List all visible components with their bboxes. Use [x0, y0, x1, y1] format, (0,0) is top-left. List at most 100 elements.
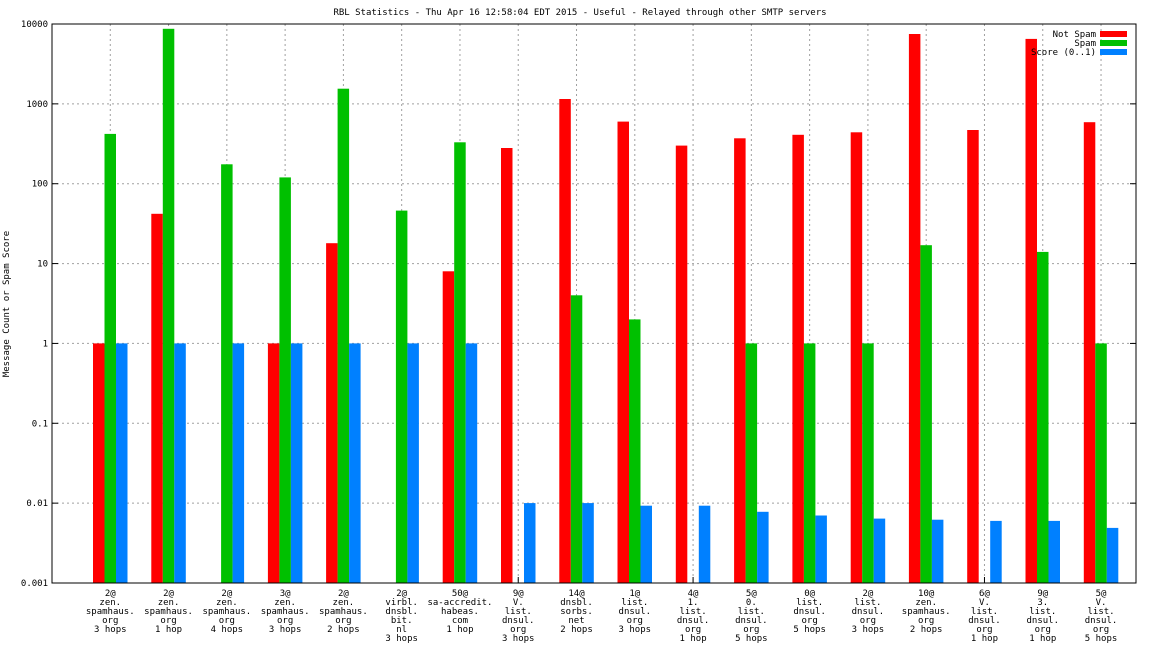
plot-frame: [51, 23, 1137, 584]
x-tick-label: 3@: [280, 589, 291, 599]
bar-not-spam: [792, 134, 804, 584]
x-tick-label: zen.: [915, 598, 937, 608]
x-tick-label: virbl.: [385, 598, 418, 608]
x-tick-label: 50@: [452, 589, 469, 599]
x-tick-label: dnsul.: [968, 616, 1001, 626]
bar-not-spam: [617, 121, 629, 583]
x-tick-label: dnsul.: [1026, 616, 1059, 626]
bar-spam: [395, 210, 408, 583]
x-tick-label: 3.: [1037, 598, 1048, 608]
bar-score-0-1: [524, 503, 536, 583]
x-tick-label: 2@: [105, 589, 116, 599]
x-tick-label: com: [452, 616, 468, 626]
y-tick-label: 0.01: [26, 499, 48, 509]
x-tick-label: spamhaus.: [202, 607, 251, 617]
y-tick-label: 1: [43, 339, 48, 349]
x-tick-label: list.: [854, 598, 881, 608]
x-tick-label: 14@: [568, 589, 585, 599]
x-tick-label: 3 hops: [852, 625, 885, 635]
bar-spam: [162, 28, 175, 584]
x-tick-label: org: [219, 616, 235, 626]
bar-not-spam: [908, 34, 921, 583]
x-tick-label: 2@: [163, 589, 174, 599]
bar-spam: [862, 343, 874, 583]
x-tick-label: org: [685, 625, 701, 635]
x-tick-label: 0@: [804, 589, 815, 599]
bar-score-0-1: [407, 343, 419, 583]
bar-spam: [1037, 251, 1049, 583]
x-tick-label: dnsul.: [793, 607, 826, 617]
bar-score-0-1: [290, 343, 303, 583]
x-tick-label: 2 hops: [327, 625, 360, 635]
x-tick-label: org: [510, 625, 526, 635]
bar-score-0-1: [990, 520, 1002, 583]
x-tick-label: net: [568, 616, 584, 626]
x-tick-label: 10@: [918, 589, 935, 599]
x-tick-label: org: [335, 616, 351, 626]
bar-not-spam: [1025, 38, 1037, 583]
x-tick-label: 2 hops: [910, 625, 943, 635]
x-tick-label: 1 hop: [971, 634, 998, 644]
x-tick-label: org: [277, 616, 293, 626]
x-tick-label: dnsbl.: [385, 607, 418, 617]
x-tick-label: dnsul.: [619, 607, 652, 617]
x-tick-label: nl: [396, 625, 407, 635]
x-tick-label: 4@: [688, 589, 699, 599]
bar-spam: [1095, 343, 1107, 583]
x-tick-label: org: [627, 616, 643, 626]
bar-spam: [279, 177, 291, 583]
x-tick-label: list.: [680, 607, 707, 617]
bar-not-spam: [501, 148, 513, 583]
x-tick-label: list.: [1029, 607, 1056, 617]
bar-not-spam: [93, 343, 105, 583]
x-tick-label: dnsul.: [502, 616, 535, 626]
x-tick-label: 1 hop: [155, 625, 182, 635]
bar-not-spam: [442, 271, 455, 583]
x-tick-label: list.: [738, 607, 765, 617]
bar-score-0-1: [873, 518, 886, 583]
bar-score-0-1: [931, 519, 944, 583]
bar-spam: [337, 88, 350, 583]
bar-spam: [745, 343, 758, 583]
bar-score-0-1: [116, 343, 128, 583]
x-tick-label: org: [1093, 625, 1109, 635]
x-tick-label: org: [802, 616, 818, 626]
bar-score-0-1: [582, 503, 594, 583]
chart-title: RBL Statistics - Thu Apr 16 12:58:04 EDT…: [333, 8, 826, 18]
x-tick-label: org: [743, 625, 759, 635]
x-tick-label: spamhaus.: [261, 607, 310, 617]
x-tick-label: zen.: [216, 598, 238, 608]
bar-score-0-1: [465, 343, 478, 583]
x-tick-label: org: [918, 616, 934, 626]
legend-label: Not Spam: [1053, 30, 1096, 40]
x-tick-label: zen.: [274, 598, 296, 608]
x-tick-label: 5 hops: [735, 634, 768, 644]
x-tick-label: dnsul.: [852, 607, 885, 617]
y-tick-label: 0.001: [21, 579, 48, 589]
y-tick-label: 10: [37, 260, 48, 270]
x-tick-label: sa-accredit.: [427, 598, 492, 608]
x-tick-label: 0.: [746, 598, 757, 608]
legend-swatch: [1100, 40, 1127, 46]
bar-spam: [570, 295, 583, 583]
bar-not-spam: [967, 130, 979, 583]
bars: [93, 28, 1119, 584]
bar-score-0-1: [815, 515, 827, 583]
x-tick-label: 3 hops: [502, 634, 535, 644]
bar-spam: [454, 142, 466, 584]
bar-score-0-1: [757, 511, 769, 583]
bar-score-0-1: [349, 343, 361, 583]
x-tick-label: spamhaus.: [902, 607, 951, 617]
bar-score-0-1: [698, 505, 711, 583]
x-tick-label: 1@: [629, 589, 640, 599]
x-tick-label: 5 hops: [1085, 634, 1118, 644]
x-tick-label: bit.: [391, 616, 413, 626]
legend-label: Spam: [1074, 39, 1096, 49]
x-tick-label: list.: [621, 598, 648, 608]
x-tick-label: 1 hop: [680, 634, 707, 644]
x-tick-label: list.: [1087, 607, 1114, 617]
bar-score-0-1: [1106, 527, 1119, 583]
x-tick-label: V.: [513, 598, 524, 608]
